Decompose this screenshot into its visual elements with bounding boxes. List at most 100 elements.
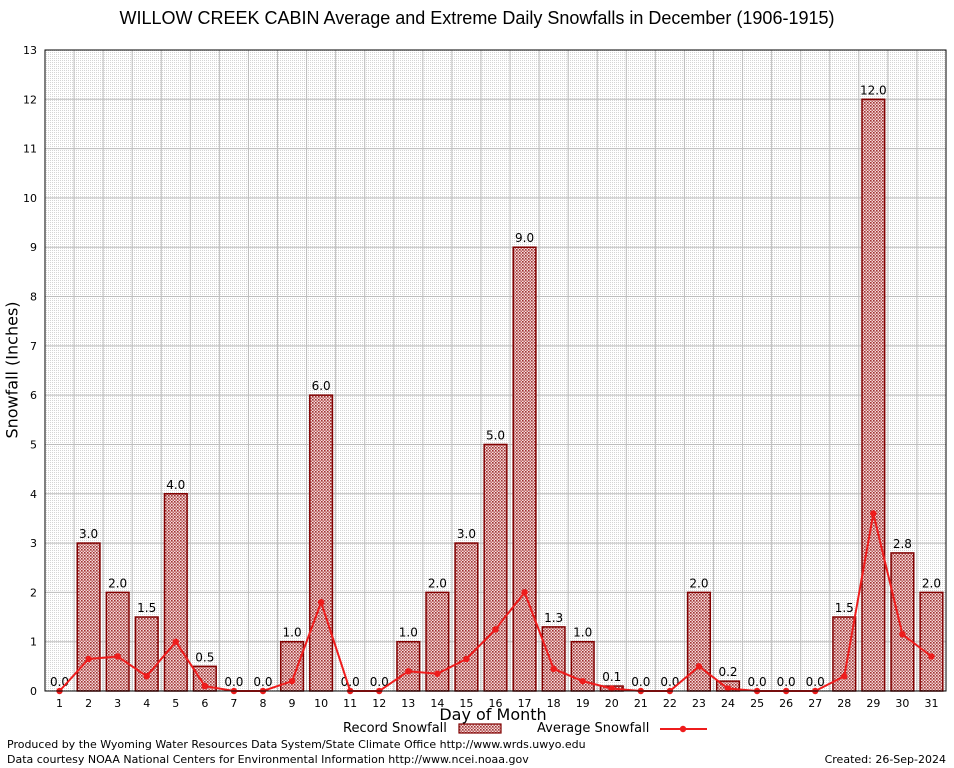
bar-label-day-18: 1.3	[544, 611, 563, 625]
footer-created: Created: 26-Sep-2024	[824, 753, 946, 766]
average-point-day-30	[899, 631, 906, 638]
average-point-day-3	[114, 653, 121, 660]
bar-value-labels: 0.0 3.0 2.0 1.5 4.0 0.5 0.0 0.0 1.0 6.0 0.0 0.0 1.0 2…	[50, 83, 941, 689]
y-tick-label: 3	[30, 537, 37, 550]
bar-label-day-15: 3.0	[457, 527, 476, 541]
y-tick-label: 9	[30, 241, 37, 254]
y-tick-label: 2	[30, 586, 37, 599]
x-tick-label: 7	[230, 697, 237, 710]
record-bar-day-15	[454, 542, 479, 692]
x-tick-label: 27	[808, 697, 822, 710]
x-tick-label: 9	[289, 697, 296, 710]
x-tick-label: 15	[459, 697, 473, 710]
average-point-day-19	[579, 677, 586, 685]
y-tick-label: 5	[30, 438, 37, 451]
bar-label-day-24: 0.2	[718, 665, 737, 679]
y-tick-label: 1	[30, 636, 37, 649]
record-bar-day-3	[105, 591, 130, 692]
bar-label-day-21: 0.0	[631, 675, 650, 689]
bar-label-day-2: 3.0	[79, 527, 98, 541]
x-tick-label: 20	[605, 697, 619, 710]
legend-average-swatch-marker	[679, 725, 687, 733]
bar-label-day-11: 0.0	[341, 675, 360, 689]
average-point-day-14	[434, 670, 441, 677]
y-tick-label: 13	[23, 44, 37, 57]
x-tick-label: 12	[372, 697, 386, 710]
y-tick-label: 12	[23, 93, 37, 106]
bar-label-day-9: 1.0	[283, 626, 302, 640]
y-tick-label: 6	[30, 389, 37, 402]
average-point-day-5	[172, 638, 179, 645]
record-bar-day-23	[686, 591, 712, 692]
x-tick-labels: 1 2 3 4 5 6 7 8 9 10 11 12 13 14 15 16 17 18 19 20 21 22 23 24 2…	[56, 697, 938, 710]
chart-title: WILLOW CREEK CABIN Average and Extreme D…	[119, 8, 835, 28]
x-tick-label: 6	[201, 697, 208, 710]
bar-label-day-30: 2.8	[893, 537, 912, 551]
x-tick-label: 19	[576, 697, 590, 710]
bar-label-day-10: 6.0	[312, 379, 331, 393]
x-tick-label: 26	[779, 697, 793, 710]
average-point-day-13	[405, 668, 412, 675]
record-bar-day-18	[541, 626, 566, 692]
record-bar-day-10	[309, 394, 334, 692]
average-point-day-2	[85, 655, 92, 663]
bar-label-day-20: 0.1	[602, 670, 621, 684]
average-point-day-15	[463, 655, 470, 663]
x-tick-label: 8	[259, 697, 266, 710]
legend-swatches	[458, 723, 707, 734]
x-tick-label: 5	[172, 697, 179, 710]
bar-label-day-3: 2.0	[108, 576, 127, 590]
average-point-day-9	[288, 677, 296, 685]
legend-record-label: Record Snowfall	[343, 721, 447, 736]
x-tick-label: 24	[721, 697, 735, 710]
bar-label-day-23: 2.0	[689, 576, 708, 590]
x-tick-label: 1	[56, 697, 63, 710]
y-tick-label: 8	[30, 291, 37, 304]
bar-label-day-6: 0.5	[195, 650, 214, 664]
x-tick-label: 28	[837, 697, 851, 710]
bar-label-day-17: 9.0	[515, 231, 534, 245]
bar-label-day-1: 0.0	[50, 675, 69, 689]
average-point-day-29	[870, 510, 877, 517]
bar-label-day-22: 0.0	[660, 675, 679, 689]
plot-background	[45, 50, 946, 691]
x-tick-label: 29	[866, 697, 880, 710]
x-tick-label: 17	[518, 697, 532, 710]
bar-label-day-12: 0.0	[370, 675, 389, 689]
average-point-day-18	[550, 665, 557, 673]
x-tick-label: 22	[663, 697, 677, 710]
bar-label-day-13: 1.0	[399, 626, 418, 640]
x-tick-label: 14	[430, 697, 444, 710]
y-tick-label: 0	[30, 685, 37, 698]
average-point-day-31	[928, 653, 935, 660]
bar-label-day-7: 0.0	[224, 675, 243, 689]
record-bar-day-17	[512, 246, 537, 692]
x-tick-label: 23	[692, 697, 706, 710]
footer-courtesy: Data courtesy NOAA National Centers for …	[7, 753, 529, 766]
average-point-day-16	[492, 626, 499, 633]
y-tick-label: 7	[30, 340, 37, 353]
x-tick-label: 10	[314, 697, 328, 710]
y-tick-label: 4	[30, 488, 37, 501]
plot-frame	[44, 49, 947, 692]
average-point-day-10	[317, 599, 325, 606]
average-point-day-23	[695, 663, 703, 670]
x-axis-label: Day of Month	[439, 705, 547, 724]
bar-label-day-26: 0.0	[777, 675, 796, 689]
record-bar-day-30	[890, 552, 915, 692]
y-axis-label: Snowfall (Inches)	[2, 301, 22, 439]
x-tick-label: 30	[895, 697, 909, 710]
bar-label-day-5: 4.0	[166, 478, 185, 492]
legend-average-label: Average Snowfall	[537, 721, 650, 736]
x-tick-label: 3	[114, 697, 121, 710]
record-bar-day-31	[919, 591, 944, 692]
bar-label-day-19: 1.0	[573, 626, 592, 640]
average-point-day-20	[608, 685, 615, 692]
record-bar-day-16	[483, 443, 508, 692]
x-tick-label: 11	[343, 697, 357, 710]
average-point-day-17	[521, 589, 528, 596]
bar-label-day-27: 0.0	[806, 675, 825, 689]
plot-axes	[44, 49, 947, 692]
